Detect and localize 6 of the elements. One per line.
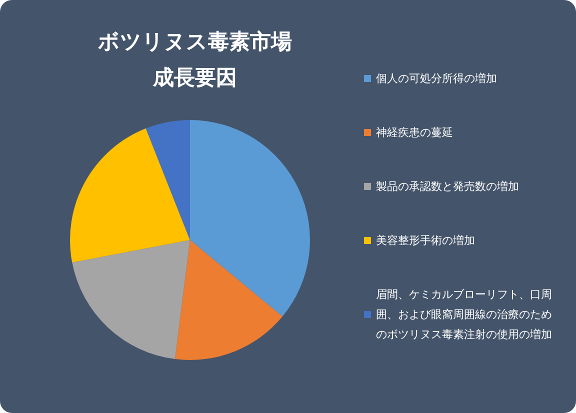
legend-label: 個人の可処分所得の増加 bbox=[376, 72, 497, 85]
legend-label: 製品の承認数と発売数の増加 bbox=[376, 180, 519, 193]
chart-title: ボツリヌス毒素市場成長要因 bbox=[97, 28, 292, 90]
legend-label: 神経疾患の蔓延 bbox=[376, 126, 453, 139]
legend-label: 眉間、ケミカルブローリフト、口周囲、および眼窩周囲線の治療のためのボツリヌス毒素注射の使用の増加 bbox=[376, 288, 552, 341]
legend-label: 美容整形手術の増加 bbox=[376, 234, 475, 247]
